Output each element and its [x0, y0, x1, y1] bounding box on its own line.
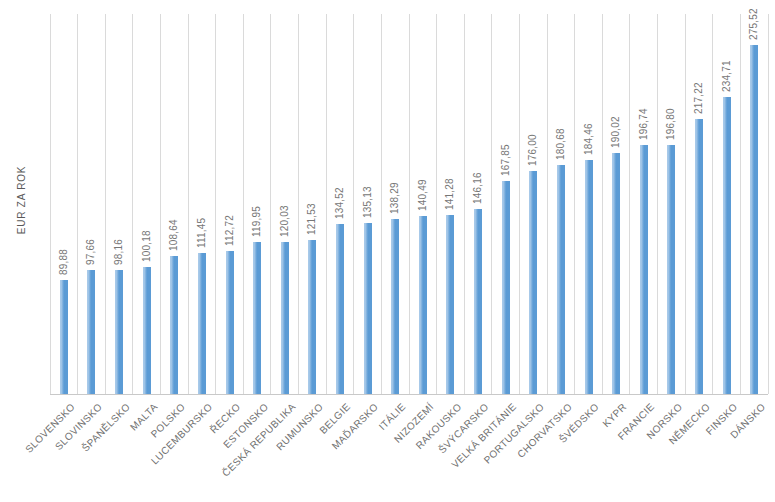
bar-value-label: 167,85	[501, 144, 511, 176]
gridline	[768, 14, 769, 394]
bar-value-label: 108,64	[169, 219, 179, 251]
bar	[585, 160, 593, 394]
bar	[87, 270, 95, 394]
bar-value-label: 196,74	[639, 108, 649, 140]
plot-area: 89,88 97,66 98,16 100,18 108,64 111,45 112,72 1…	[50, 14, 768, 395]
gridline	[160, 14, 161, 394]
gridline	[436, 14, 437, 394]
gridline	[547, 14, 548, 394]
bar-value-label: 190,02	[611, 116, 621, 148]
bar-value-label: 98,16	[114, 239, 124, 265]
bar	[446, 215, 454, 394]
gridline	[298, 14, 299, 394]
gridline	[243, 14, 244, 394]
bar	[391, 219, 399, 394]
bar	[529, 171, 537, 394]
gridline	[188, 14, 189, 394]
gridline	[326, 14, 327, 394]
gridline	[50, 14, 51, 394]
bar-value-label: 184,46	[584, 123, 594, 155]
bar	[60, 280, 68, 394]
gridline	[712, 14, 713, 394]
bar	[115, 270, 123, 394]
bar	[226, 251, 234, 394]
bar-value-label: 111,45	[197, 218, 207, 248]
bar	[170, 256, 178, 394]
gridline	[657, 14, 658, 394]
gridline	[409, 14, 410, 394]
bar-value-label: 135,13	[363, 186, 373, 218]
bar-value-label: 217,22	[694, 82, 704, 114]
bar-value-label: 134,52	[335, 187, 345, 219]
bar-value-label: 112,72	[225, 215, 235, 246]
bar	[364, 223, 372, 394]
bar	[502, 181, 510, 394]
bar	[557, 165, 565, 394]
y-axis-title: EUR ZA ROK	[16, 166, 27, 235]
bar	[198, 253, 206, 394]
bar	[281, 242, 289, 394]
gridline	[519, 14, 520, 394]
bar-value-label: 275,52	[749, 8, 759, 40]
gridline	[685, 14, 686, 394]
bar	[143, 267, 151, 394]
bar-value-label: 196,80	[666, 108, 676, 140]
bar	[695, 119, 703, 394]
bar	[667, 145, 675, 394]
bar	[336, 224, 344, 394]
gridline	[132, 14, 133, 394]
gridline	[77, 14, 78, 394]
gridline	[464, 14, 465, 394]
bar-value-label: 97,66	[86, 239, 96, 265]
gridline	[629, 14, 630, 394]
bar	[253, 242, 261, 394]
bar	[640, 145, 648, 394]
gridline	[270, 14, 271, 394]
bar	[750, 45, 758, 394]
gridline	[215, 14, 216, 394]
bar-chart: EUR ZA ROK 89,88 97,66 98,16 100,18 108,64 11…	[0, 0, 775, 502]
bar-value-label: 176,00	[528, 134, 538, 166]
gridline	[491, 14, 492, 394]
bar-value-label: 234,71	[722, 60, 732, 92]
gridline	[740, 14, 741, 394]
bar	[419, 216, 427, 394]
bar-value-label: 138,29	[390, 182, 400, 214]
gridline	[381, 14, 382, 394]
bar	[474, 209, 482, 394]
bar	[723, 97, 731, 394]
gridline	[353, 14, 354, 394]
bar-value-label: 180,68	[556, 128, 566, 160]
gridline	[105, 14, 106, 394]
bar-value-label: 100,18	[142, 230, 152, 262]
gridline	[602, 14, 603, 394]
bar	[612, 153, 620, 394]
bar-value-label: 89,88	[59, 249, 69, 275]
bar	[308, 240, 316, 394]
bar-value-label: 121,53	[307, 203, 317, 235]
bar-value-label: 141,28	[445, 178, 455, 210]
bar-value-label: 146,16	[473, 172, 483, 204]
bar-value-label: 119,95	[252, 206, 262, 237]
bar-value-label: 120,03	[280, 205, 290, 237]
gridline	[574, 14, 575, 394]
bar-value-label: 140,49	[418, 179, 428, 211]
